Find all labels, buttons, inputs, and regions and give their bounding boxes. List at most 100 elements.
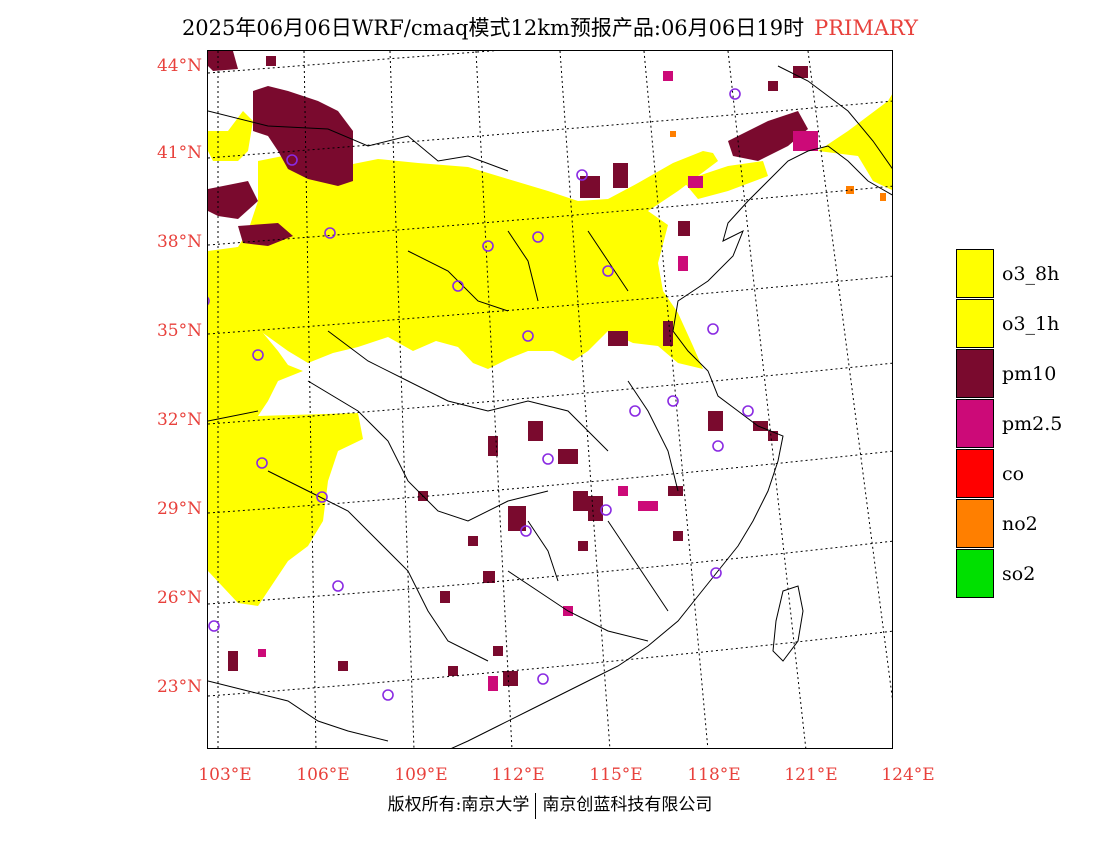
station-marker [522, 330, 534, 342]
station-marker [576, 169, 588, 181]
pm10-cell [708, 411, 723, 431]
legend-item-o3-8h: o3_8h [956, 249, 1100, 299]
station-marker [482, 240, 494, 252]
lat-label-35: 35°N [156, 321, 202, 341]
pm25-cell [688, 176, 703, 188]
legend-label: so2 [1002, 563, 1036, 585]
station-marker [286, 154, 298, 166]
legend-label: o3_8h [1002, 263, 1060, 285]
station-marker [629, 405, 641, 417]
pm10-cell [228, 651, 238, 671]
legend-swatch-so2 [956, 549, 994, 598]
legend-label: co [1002, 463, 1025, 485]
legend-item-o3-1h: o3_1h [956, 299, 1100, 349]
legend-item-co: co [956, 449, 1100, 499]
pm25-cell [793, 131, 818, 151]
lat-label-29: 29°N [156, 499, 202, 519]
station-marker [710, 567, 722, 579]
map-title: 2025年06月06日WRF/cmaq模式12km预报产品:06月06日19时 P… [0, 12, 1100, 42]
pm10-cell [338, 661, 348, 671]
pm10-cell [528, 421, 543, 441]
pm10-cell [588, 496, 603, 521]
lat-label-44: 44°N [156, 56, 202, 76]
station-marker [452, 280, 464, 292]
lon-label-118: 118°E [687, 765, 741, 785]
lon-label-121: 121°E [784, 765, 838, 785]
pm10-cell [753, 421, 768, 431]
lat-label-38: 38°N [156, 232, 202, 252]
pm10-region-ne-belt [728, 111, 808, 161]
lat-label-41: 41°N [156, 143, 202, 163]
legend-label: pm2.5 [1002, 413, 1063, 435]
legend-swatch-pm25 [956, 399, 994, 448]
station-marker [667, 395, 679, 407]
pm10-cell [668, 486, 683, 496]
pm10-cell [483, 571, 495, 583]
station-marker [252, 349, 264, 361]
legend-swatch-no2 [956, 499, 994, 548]
lon-label-124: 124°E [881, 765, 935, 785]
pm10-region-top-left [208, 51, 238, 71]
pm10-cell [580, 176, 600, 198]
station-marker [542, 453, 554, 465]
pm10-cell [448, 666, 458, 676]
legend-label: no2 [1002, 513, 1038, 535]
copyright-footer: 版权所有:南京大学 南京创蓝科技有限公司 [0, 790, 1100, 819]
station-marker [256, 457, 268, 469]
legend-item-so2: so2 [956, 549, 1100, 599]
pm10-cell [468, 536, 478, 546]
legend-swatch-o3-1h [956, 299, 994, 348]
legend-swatch-o3-8h [956, 249, 994, 298]
pm25-cell [663, 71, 673, 81]
pm25-cell [638, 501, 658, 511]
station-marker [332, 580, 344, 592]
pm10-cell [768, 431, 778, 441]
pm10-cell [503, 671, 518, 686]
legend-item-pm10: pm10 [956, 349, 1100, 399]
legend-label: pm10 [1002, 363, 1057, 385]
forecast-map [207, 50, 893, 749]
graticule [208, 51, 892, 748]
station-marker [742, 405, 754, 417]
pm25-cell [258, 649, 266, 657]
pm10-cell [793, 66, 808, 78]
station-marker [712, 440, 724, 452]
station-marker [537, 673, 549, 685]
footer-right: 南京创蓝科技有限公司 [542, 795, 713, 815]
lat-label-32: 32°N [156, 410, 202, 430]
footer-separator [535, 792, 537, 819]
lon-label-109: 109°E [394, 765, 448, 785]
lat-label-26: 26°N [156, 588, 202, 608]
map-canvas [208, 51, 892, 748]
station-marker [600, 504, 612, 516]
o3-region-north [218, 151, 718, 369]
o3-region-west [208, 247, 363, 606]
no2-cell [670, 131, 676, 137]
lat-label-23: 23°N [156, 677, 202, 697]
station-marker [729, 88, 741, 100]
pm10-cell [663, 321, 673, 346]
no2-cell [880, 193, 886, 201]
lon-label-115: 115°E [589, 765, 643, 785]
legend-label: o3_1h [1002, 313, 1060, 335]
station-marker [208, 620, 220, 632]
legend-swatch-pm10 [956, 349, 994, 398]
o3-region-bohai [683, 161, 768, 199]
pm10-cell [608, 331, 628, 346]
station-marker [208, 296, 210, 306]
title-tag: PRIMARY [814, 16, 919, 40]
pm10-cell [768, 81, 778, 91]
no2-region-layer [670, 131, 886, 201]
pm10-region-west-edge [208, 181, 258, 219]
o3-region-ne [818, 94, 892, 191]
pm10-region-layer [208, 51, 808, 686]
pm10-cell [673, 531, 683, 541]
coastline [451, 65, 892, 748]
taiwan-outline [772, 585, 804, 662]
pm10-cell [558, 449, 578, 464]
pm10-cell [493, 646, 503, 656]
pm10-cell [578, 541, 588, 551]
pm25-cell [618, 486, 628, 496]
o3-region-layer [208, 94, 892, 606]
pm10-region-mongolia [253, 86, 353, 186]
